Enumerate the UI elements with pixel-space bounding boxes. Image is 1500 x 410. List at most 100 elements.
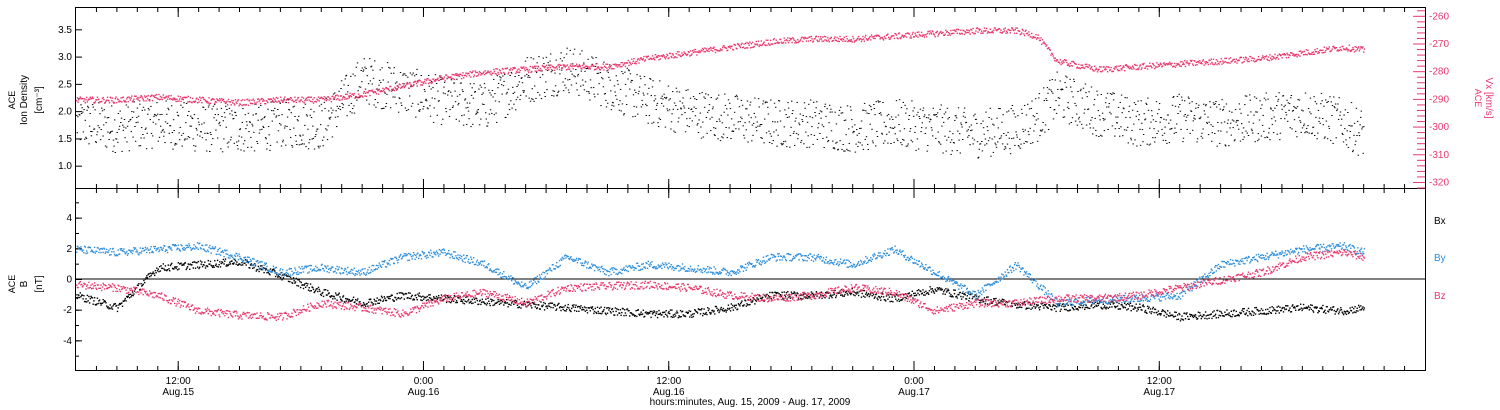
data-point [860,38,862,40]
data-point [245,104,247,106]
data-point [115,305,117,307]
data-point [495,68,497,70]
data-point [1154,68,1156,70]
data-point [1305,131,1307,133]
data-point [706,132,708,134]
data-point [500,84,503,86]
data-point [1155,66,1157,68]
data-point [1231,119,1234,121]
data-point [743,134,745,136]
data-point [464,99,466,101]
data-point [394,96,396,98]
data-point [849,39,851,41]
data-point [890,143,892,144]
data-point [944,33,946,35]
data-point [1006,32,1009,34]
data-point [467,300,469,302]
data-point [396,81,398,83]
data-point [942,31,944,34]
data-point [724,93,726,95]
data-point [469,301,471,303]
data-point [79,114,81,116]
data-point [311,101,313,103]
data-point [1101,135,1103,137]
data-point [1182,137,1185,139]
data-point [433,107,435,109]
data-point [211,265,213,267]
data-point [100,129,102,130]
data-point [704,97,706,99]
data-point [322,295,325,298]
data-point [892,127,895,129]
data-point [359,301,361,303]
data-point [567,89,570,91]
data-point [229,101,232,103]
data-point [1066,106,1069,108]
data-point [911,141,914,143]
data-point [275,96,277,99]
data-point [746,100,749,102]
data-point [669,98,671,100]
data-point [500,77,502,79]
data-point [480,118,482,120]
data-point [543,301,545,304]
data-point [413,84,415,86]
data-point [95,141,97,143]
data-point [142,283,144,285]
data-point [1314,135,1316,136]
data-point [1176,62,1178,65]
data-point [837,37,840,40]
data-point [581,79,584,81]
data-point [1299,55,1301,57]
data-point [592,87,595,89]
data-point [552,66,554,68]
data-point [199,266,201,268]
data-point [244,114,246,116]
data-point [471,87,473,89]
data-point [321,292,323,295]
data-point [342,97,344,99]
data-point [451,73,453,76]
data-point [518,81,521,83]
data-point [131,101,134,103]
data-point [93,300,95,302]
data-point [473,74,476,76]
data-point [1216,145,1218,147]
data-point [1157,113,1159,115]
data-point [1274,107,1276,109]
data-point [1080,64,1082,66]
data-point [264,103,266,105]
data-point [338,90,340,92]
data-point [546,305,548,307]
data-point [144,109,146,111]
data-point [175,143,178,145]
data-point [1167,62,1170,65]
data-point [738,106,741,108]
data-point [1017,145,1020,146]
data-point [288,108,290,110]
data-point [1016,32,1018,34]
data-point [1179,65,1181,67]
data-point [487,70,489,72]
data-point [1334,103,1337,105]
data-point [314,289,317,292]
data-point [580,305,582,307]
data-point [1048,46,1050,49]
data-point [256,141,258,142]
data-point [920,31,923,34]
data-point [670,128,672,130]
data-point [1300,50,1302,52]
data-point [475,75,478,77]
data-point [123,126,125,128]
data-point [291,146,294,148]
data-point [1045,98,1047,100]
data-point [1063,109,1065,111]
data-point [614,91,616,93]
data-point [1356,135,1358,136]
data-point [1257,58,1259,61]
data-point [429,115,432,117]
data-point [419,295,421,297]
data-point [1329,50,1331,53]
data-point [149,100,151,102]
data-point [218,100,220,102]
